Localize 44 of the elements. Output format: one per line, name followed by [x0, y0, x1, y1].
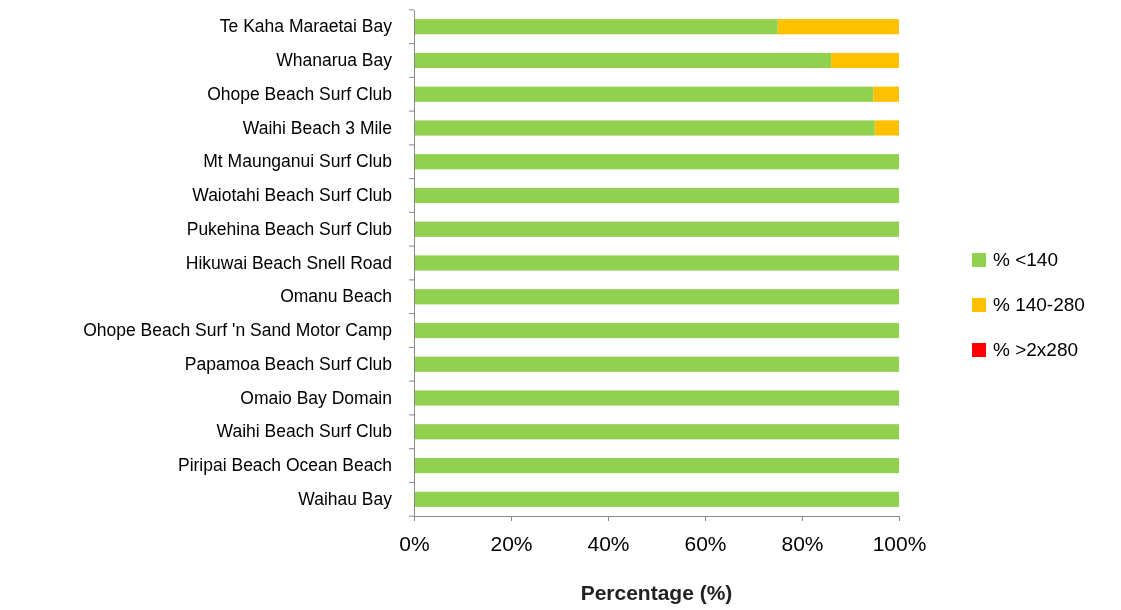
y-tick-label: Piripai Beach Ocean Beach	[177, 455, 392, 476]
y-tick-label: Waihi Beach 3 Mile	[242, 117, 392, 138]
bar	[414, 390, 899, 406]
bar	[873, 86, 899, 102]
legend-label: % 140-280	[993, 294, 1085, 315]
bar	[414, 491, 899, 507]
bar	[414, 52, 832, 69]
bar	[414, 120, 875, 136]
y-tick-label: Mt Maunganui Surf Club	[203, 151, 392, 172]
bar	[414, 154, 899, 170]
bar	[414, 356, 899, 372]
x-tick-label: 20%	[490, 532, 533, 556]
y-tick-label: Omaio Bay Domain	[240, 387, 392, 408]
x-tick-label: 0%	[399, 532, 430, 556]
bar	[874, 120, 899, 136]
y-tick-label: Omanu Beach	[280, 286, 392, 307]
bar	[414, 255, 899, 271]
y-tick-label: Waiotahi Beach Surf Club	[192, 185, 392, 206]
bar	[414, 322, 899, 339]
bar	[414, 457, 899, 474]
legend-label: % >2x280	[993, 339, 1079, 360]
x-tick-label: 60%	[684, 532, 727, 556]
bar	[414, 289, 899, 305]
y-tick-label: Papamoa Beach Surf Club	[184, 353, 392, 374]
bar	[414, 86, 874, 102]
x-tick-label: 80%	[781, 532, 824, 556]
y-tick-label: Ohope Beach Surf 'n Sand Motor Camp	[83, 320, 392, 341]
y-tick-label: Te Kaha Maraetai Bay	[219, 16, 393, 37]
y-tick-label: Whanarua Bay	[276, 50, 393, 71]
x-axis-title: Percentage (%)	[580, 581, 733, 604]
bar	[414, 19, 778, 35]
legend-label: % <140	[993, 249, 1058, 270]
bar	[777, 19, 899, 35]
x-tick-label: 40%	[587, 532, 630, 556]
y-tick-label: Ohope Beach Surf Club	[207, 83, 392, 104]
bar	[414, 187, 899, 204]
y-tick-label: Waihau Bay	[298, 488, 393, 509]
y-tick-label: Pukehina Beach Surf Club	[186, 218, 392, 239]
bar	[414, 424, 899, 440]
bar	[831, 52, 899, 69]
x-tick-label: 100%	[872, 532, 927, 556]
y-tick-label: Hikuwai Beach Snell Road	[185, 252, 392, 273]
bar	[414, 221, 899, 237]
y-tick-label: Waihi Beach Surf Club	[216, 421, 392, 442]
